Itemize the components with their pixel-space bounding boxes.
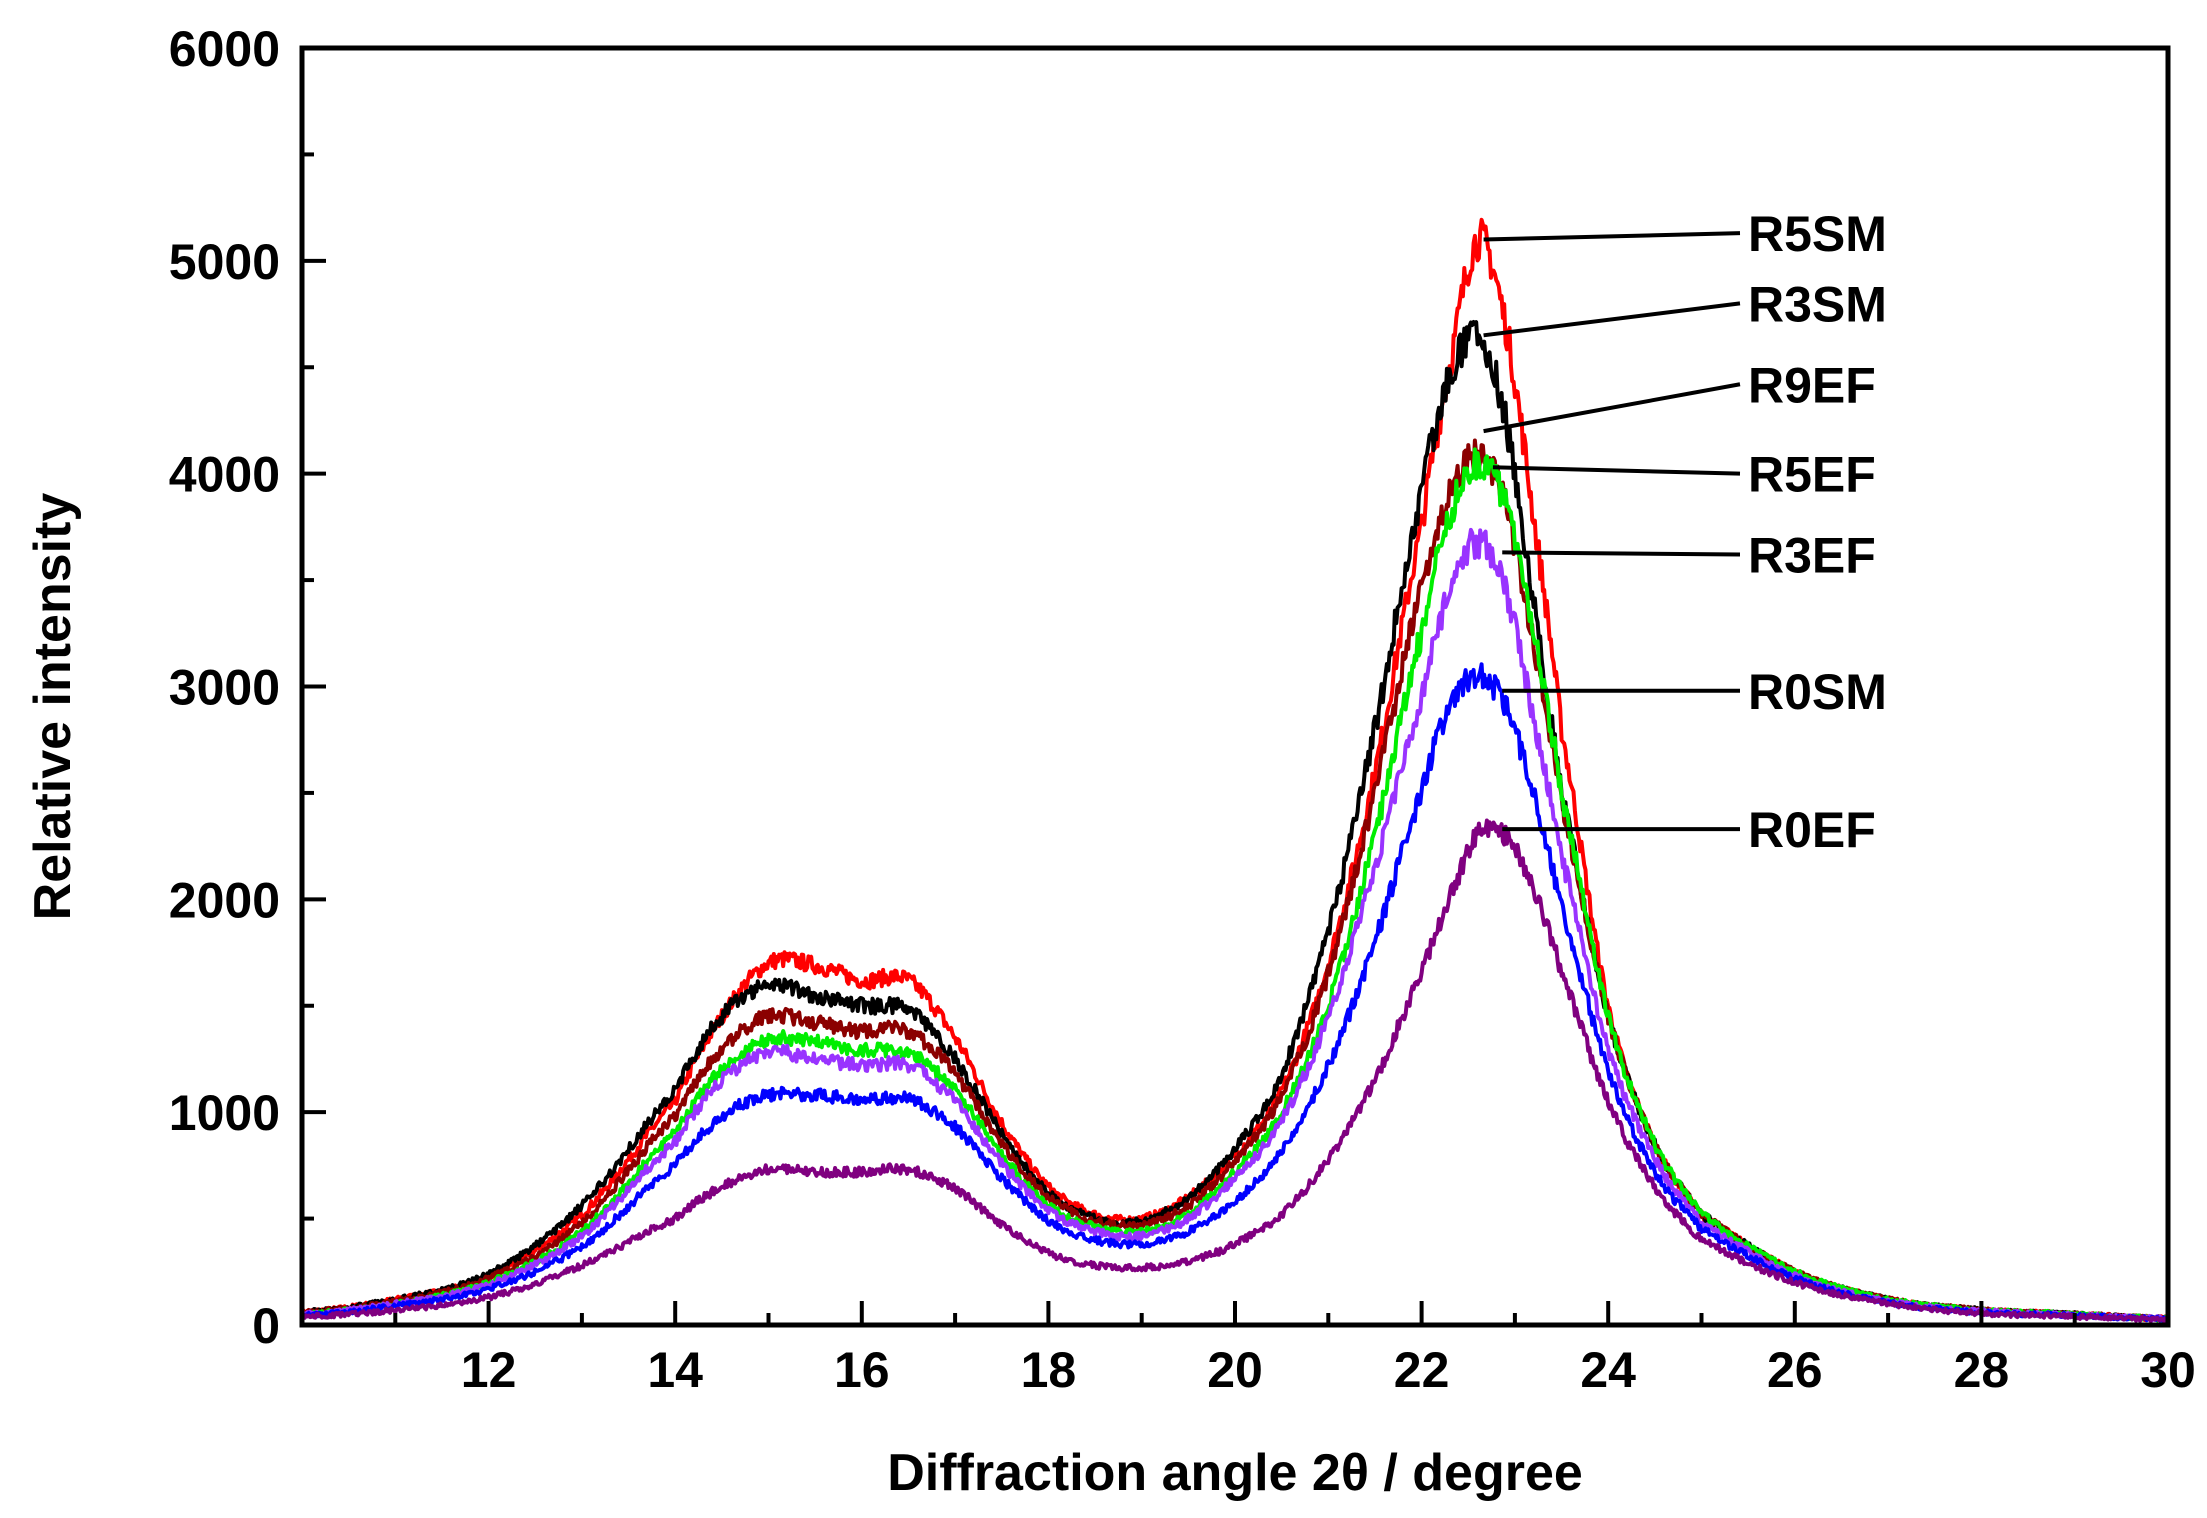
y-axis: 0 1000 2000 3000 4000 5000 6000 — [169, 21, 326, 1354]
y-tick-label: 2000 — [169, 872, 280, 928]
series-r5ef — [300, 447, 2169, 1323]
x-axis: 12 14 16 18 20 22 24 26 28 30 — [393, 1301, 2196, 1398]
y-tick-label: 1000 — [169, 1085, 280, 1141]
leader-line-r3ef — [1502, 550, 1741, 557]
series-r0ef — [300, 818, 2170, 1323]
x-tick-label: 26 — [1767, 1342, 1823, 1398]
y-axis-title: Relative intensity — [24, 493, 82, 921]
series-r3sm — [300, 319, 2169, 1323]
plot-frame — [299, 45, 2171, 1328]
x-tick-label: 16 — [834, 1342, 890, 1398]
curve-label-r0ef: R0EF — [1748, 802, 1876, 858]
y-tick-label: 5000 — [169, 234, 280, 290]
curve-label-r0sm: R0SM — [1748, 664, 1887, 720]
x-tick-label: 30 — [2140, 1342, 2196, 1398]
x-tick-label: 24 — [1580, 1342, 1636, 1398]
x-tick-label: 22 — [1394, 1342, 1450, 1398]
x-tick-label: 18 — [1021, 1342, 1077, 1398]
leader-line-r5sm — [1483, 231, 1741, 242]
curve-label-r5sm: R5SM — [1748, 206, 1887, 262]
curve-label-r9ef: R9EF — [1748, 357, 1876, 413]
series-r5sm — [300, 217, 2169, 1323]
curve-label-r5ef: R5EF — [1748, 447, 1876, 503]
annotation-layer: R5SM R3SM R9EF R5EF R3EF R0SM R0EF — [1483, 206, 1887, 858]
curve-label-r3sm: R3SM — [1748, 276, 1887, 332]
y-tick-label: 4000 — [169, 447, 280, 503]
x-tick-label: 12 — [461, 1342, 517, 1398]
series-layer — [300, 217, 2170, 1323]
y-tick-label: 6000 — [169, 21, 280, 77]
y-tick-label: 3000 — [169, 660, 280, 716]
leader-line-r9ef — [1483, 382, 1741, 434]
curve-label-r3ef: R3EF — [1748, 528, 1876, 584]
x-tick-label: 14 — [647, 1342, 703, 1398]
series-r9ef — [300, 438, 2169, 1323]
x-tick-label: 28 — [1954, 1342, 2010, 1398]
x-axis-title: Diffraction angle 2θ / degree — [887, 1444, 1583, 1502]
leader-line-r5ef — [1492, 465, 1741, 476]
leader-line-r3sm — [1483, 301, 1741, 338]
x-tick-label: 20 — [1207, 1342, 1263, 1398]
y-tick-label: 0 — [252, 1298, 280, 1354]
